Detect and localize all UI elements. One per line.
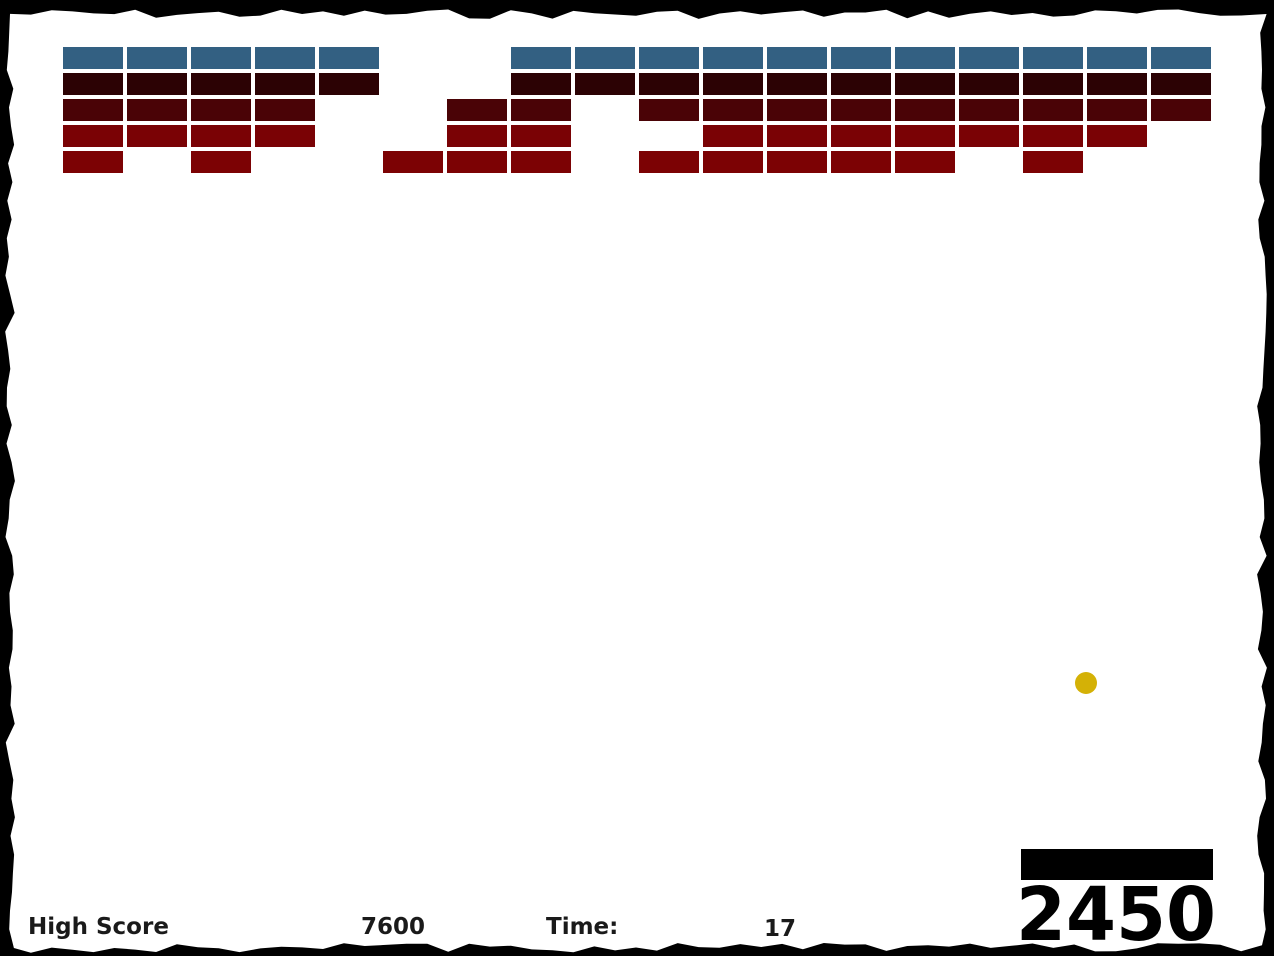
brick — [1023, 125, 1083, 147]
brick — [959, 73, 1019, 95]
brick — [447, 125, 507, 147]
brick — [639, 99, 699, 121]
brick — [767, 73, 827, 95]
brick — [127, 73, 187, 95]
brick — [831, 151, 891, 173]
brick — [1087, 47, 1147, 69]
brick — [703, 99, 763, 121]
brick — [511, 151, 571, 173]
brick — [255, 47, 315, 69]
brick — [703, 73, 763, 95]
brick-wall — [63, 47, 1211, 173]
brick — [191, 73, 251, 95]
brick — [1023, 151, 1083, 173]
brick — [383, 151, 443, 173]
brick — [703, 47, 763, 69]
brick — [703, 151, 763, 173]
time-value: 17 — [764, 916, 796, 942]
brick — [1023, 73, 1083, 95]
brick — [831, 125, 891, 147]
brick — [511, 99, 571, 121]
brick — [1151, 47, 1211, 69]
brick — [191, 125, 251, 147]
high-score-label: High Score — [28, 914, 169, 940]
score: 2450 — [1016, 872, 1216, 956]
brick — [511, 125, 571, 147]
brick — [255, 125, 315, 147]
brick — [831, 99, 891, 121]
brick — [639, 47, 699, 69]
brick — [127, 99, 187, 121]
time-label: Time: — [546, 914, 618, 940]
brick — [959, 99, 1019, 121]
brick — [767, 151, 827, 173]
brick — [639, 151, 699, 173]
brick — [1151, 99, 1211, 121]
play-field — [5, 9, 1267, 953]
brick — [959, 125, 1019, 147]
brick — [895, 99, 955, 121]
brick — [1087, 125, 1147, 147]
brick — [191, 151, 251, 173]
brick — [511, 73, 571, 95]
brick — [1087, 99, 1147, 121]
brick — [191, 47, 251, 69]
brick — [319, 73, 379, 95]
brick — [63, 73, 123, 95]
high-score-value: 7600 — [361, 914, 425, 940]
brick — [63, 151, 123, 173]
brick — [511, 47, 571, 69]
paddle[interactable] — [1021, 849, 1213, 880]
brick — [575, 47, 635, 69]
brick — [895, 125, 955, 147]
brick — [1023, 99, 1083, 121]
ball — [1075, 672, 1097, 694]
brick — [959, 47, 1019, 69]
brick — [63, 125, 123, 147]
brick — [1023, 47, 1083, 69]
brick — [575, 73, 635, 95]
brick — [703, 125, 763, 147]
brick — [767, 125, 827, 147]
brick — [895, 47, 955, 69]
brick — [895, 73, 955, 95]
brick — [255, 99, 315, 121]
brick — [447, 151, 507, 173]
brick — [191, 99, 251, 121]
brick — [767, 47, 827, 69]
brick — [767, 99, 827, 121]
brick — [127, 125, 187, 147]
brick — [639, 73, 699, 95]
brick — [319, 47, 379, 69]
brick — [831, 47, 891, 69]
brick — [1151, 73, 1211, 95]
brick — [255, 73, 315, 95]
brick — [447, 99, 507, 121]
brick — [895, 151, 955, 173]
brick — [127, 47, 187, 69]
brick — [63, 99, 123, 121]
brick — [1087, 73, 1147, 95]
brick — [63, 47, 123, 69]
brick — [831, 73, 891, 95]
